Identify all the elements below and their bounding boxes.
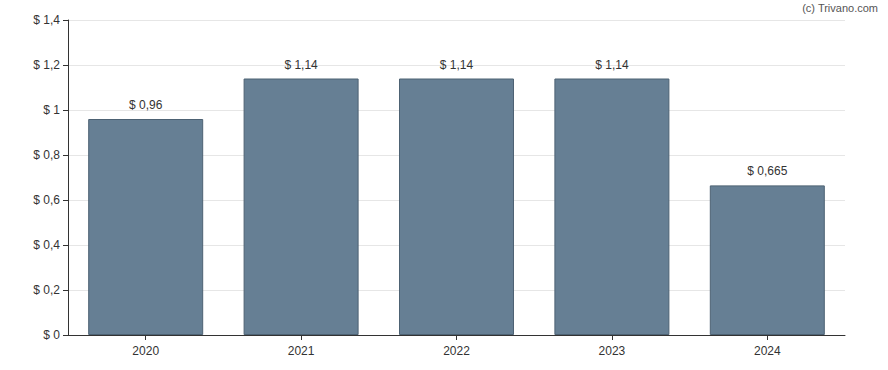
svg-text:$ 1: $ 1: [43, 103, 60, 117]
svg-text:2023: 2023: [599, 344, 626, 358]
svg-text:2024: 2024: [754, 344, 781, 358]
svg-text:$ 1,14: $ 1,14: [440, 58, 474, 72]
svg-text:$ 0,96: $ 0,96: [129, 98, 163, 112]
svg-text:$ 1,4: $ 1,4: [33, 13, 60, 27]
svg-text:$ 1,2: $ 1,2: [33, 58, 60, 72]
svg-text:$ 1,14: $ 1,14: [595, 58, 629, 72]
svg-text:$ 0,665: $ 0,665: [747, 164, 787, 178]
svg-text:$ 0,4: $ 0,4: [33, 238, 60, 252]
svg-text:$ 1,14: $ 1,14: [284, 58, 318, 72]
svg-text:(c) Trivano.com: (c) Trivano.com: [802, 2, 878, 14]
svg-text:$ 0,2: $ 0,2: [33, 283, 60, 297]
svg-text:2021: 2021: [288, 344, 315, 358]
svg-text:2022: 2022: [443, 344, 470, 358]
svg-text:$ 0,6: $ 0,6: [33, 193, 60, 207]
svg-text:$ 0,8: $ 0,8: [33, 148, 60, 162]
svg-text:$ 0: $ 0: [43, 328, 60, 342]
svg-text:2020: 2020: [132, 344, 159, 358]
